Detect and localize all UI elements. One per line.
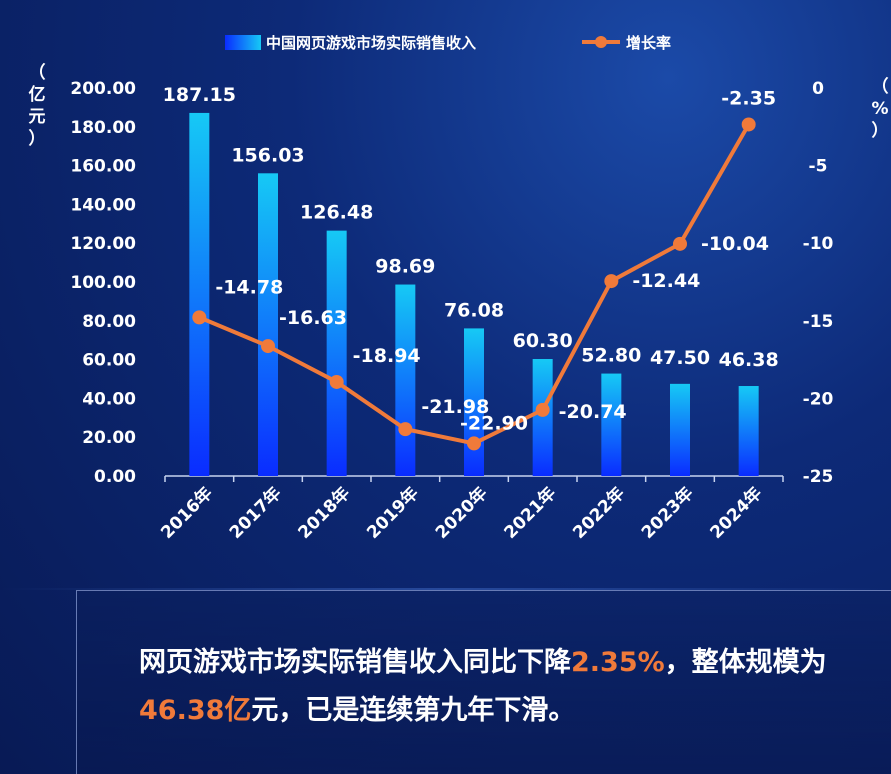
legend-line-marker [595,36,607,48]
bar [601,373,622,476]
right-axis-unit: （%） [870,76,890,142]
growth-point [329,374,344,389]
growth-value-label: -16.63 [279,307,347,329]
y-left-tick-label: 140.00 [70,195,136,215]
growth-value-label: -18.94 [353,345,421,367]
legend-bar-label: 中国网页游戏市场实际销售收入 [266,34,476,52]
growth-value-label: -12.44 [632,270,700,292]
growth-point [535,402,550,417]
growth-value-label: -21.98 [421,396,489,418]
growth-point [261,339,275,354]
x-tick-label: 2020年 [431,483,491,543]
bar-value-label: 126.48 [300,202,373,224]
summary-part2: ，整体规模为 [664,647,827,678]
axis-unit-char: （ [871,77,889,97]
x-tick-label: 2024年 [706,483,766,543]
summary-highlight-rate: 2.35% [571,647,665,678]
growth-value-label: -14.78 [215,276,283,298]
axis-unit-char: 亿 [28,85,46,105]
bars [189,112,759,476]
axis-unit-char: ） [871,121,889,141]
x-tick-label: 2022年 [569,483,629,543]
legend-bar-swatch [225,35,261,50]
x-tick-label: 2016年 [157,483,217,543]
growth-point [673,236,687,251]
x-tick-label: 2019年 [363,483,423,543]
bar-value-label: 52.80 [581,345,641,367]
y-left-tick-label: 80.00 [82,312,136,332]
y-right-tick-label: -5 [809,157,828,177]
axis-unit-char: （ [28,63,46,83]
bar [189,112,210,476]
divider [0,588,891,590]
legend: 中国网页游戏市场实际销售收入 增长率 [225,34,671,52]
growth-point [467,436,481,451]
y-left-tick-label: 180.00 [70,118,136,138]
y-right-tick-label: -25 [803,467,834,487]
bar [670,383,690,476]
summary-part1: 网页游戏市场实际销售收入同比下降 [139,647,571,678]
growth-value-label: -22.90 [460,412,528,434]
y-left-tick-label: 0.00 [94,467,136,487]
growth-value-label: -2.35 [721,87,776,109]
x-tick-label: 2023年 [637,483,697,543]
y-left-tick-label: 60.00 [82,351,136,371]
growth-value-label: -10.04 [701,233,769,255]
y-left-tick-label: 160.00 [70,157,136,177]
data-labels: 187.15 156.03 126.48 98.69 76.08 60.30 52.80 47… [163,84,779,434]
growth-point [741,117,756,132]
bar-value-label: 47.50 [650,347,710,369]
growth-line [192,117,756,451]
bar [258,173,278,476]
bar [326,230,347,476]
bar-value-label: 76.08 [444,299,504,321]
bar-value-label: 187.15 [163,84,236,106]
summary-box: 网页游戏市场实际销售收入同比下降2.35%，整体规模为 46.38亿元，已是连续第… [76,590,891,774]
x-tick-label: 2017年 [225,483,285,543]
axis-unit-char: ） [28,129,46,149]
growth-point [192,310,207,325]
axis-unit-char: % [871,99,889,119]
growth-point [398,422,413,437]
y-right-tick-label: 0 [812,79,824,99]
bar [395,284,416,476]
y-left-tick-label: 40.00 [82,389,136,409]
legend-line-label: 增长率 [626,34,671,52]
growth-point [604,274,619,289]
summary-highlight-size: 46.38亿 [139,695,252,726]
summary-text: 网页游戏市场实际销售收入同比下降2.35%，整体规模为 46.38亿元，已是连续第… [139,639,839,735]
bar [532,359,553,476]
bar-value-label: 46.38 [719,349,779,371]
y-left-tick-label: 100.00 [70,273,136,293]
bar [738,386,759,476]
y-left-tick-label: 120.00 [70,234,136,254]
y-left-tick-label: 200.00 [70,79,136,99]
summary-part3: 元，已是连续第九年下滑。 [251,695,576,726]
y-right-tick-label: -15 [803,312,834,332]
bar-value-label: 60.30 [513,330,573,352]
left-axis-unit: （亿元） [27,62,47,150]
y-right-tick-label: -10 [803,234,834,254]
chart: 中国网页游戏市场实际销售收入 增长率 0.00 20.00 40.00 60.00 80… [70,34,834,543]
growth-value-label: -20.74 [559,401,627,423]
x-tick-label: 2018年 [294,483,354,543]
y-right-tick-label: -20 [803,389,834,409]
axis-unit-char: 元 [28,107,46,127]
bar-value-label: 156.03 [231,144,304,166]
bar-value-label: 98.69 [375,256,435,278]
x-tick-label: 2021年 [500,483,560,543]
y-left-tick-label: 20.00 [82,428,136,448]
